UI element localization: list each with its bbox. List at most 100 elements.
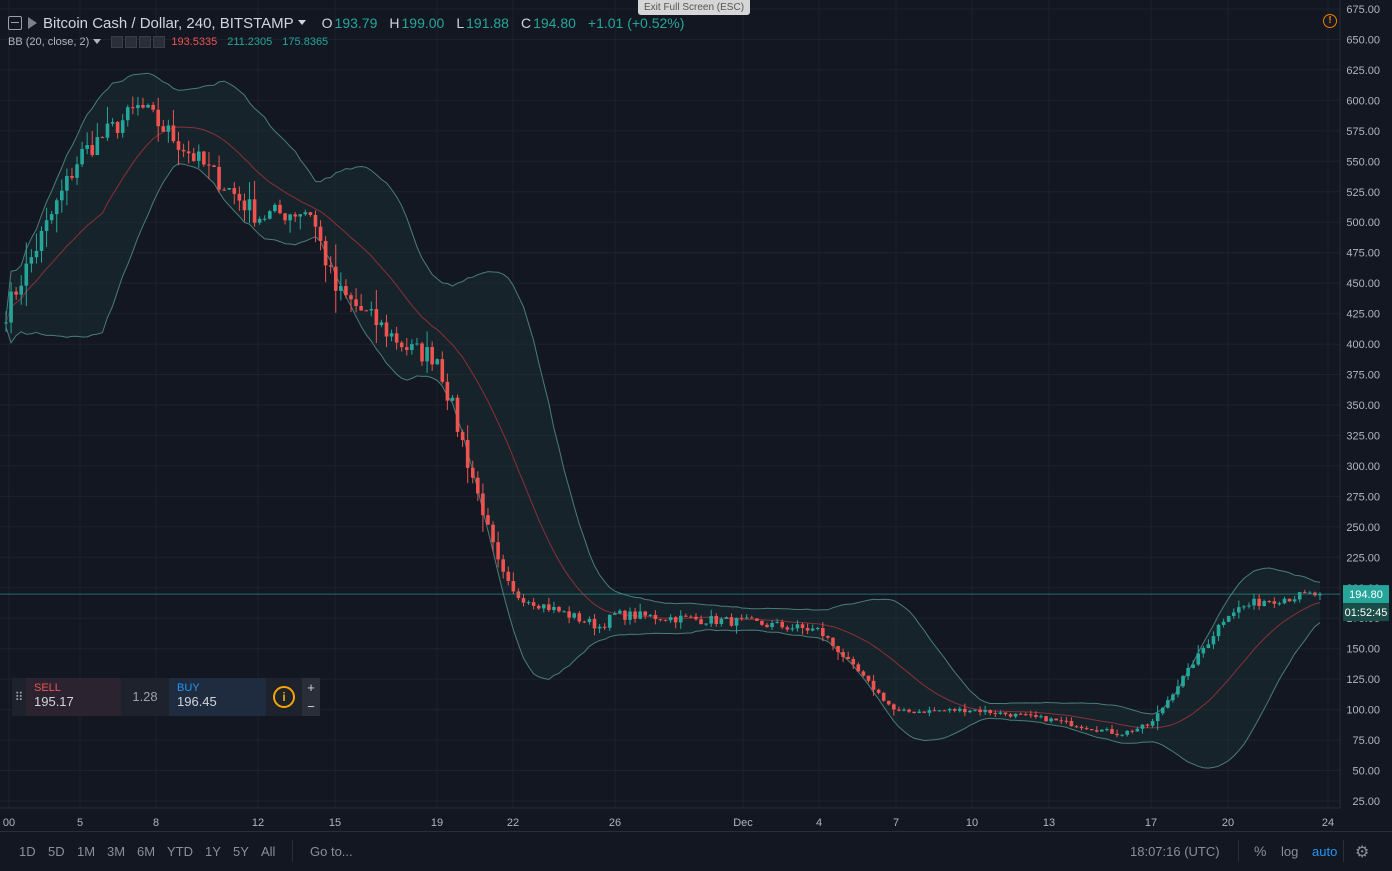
candle-body xyxy=(755,618,759,621)
decrease-button[interactable]: − xyxy=(307,699,315,714)
price-chart[interactable]: 675.00650.00625.00600.00575.00550.00525.… xyxy=(0,0,1392,831)
candle-body xyxy=(907,709,911,712)
drag-handle-icon[interactable]: ⠿ xyxy=(12,678,26,716)
candle-body xyxy=(1206,644,1211,648)
candle-body xyxy=(592,618,597,629)
chart-legend: Bitcoin Cash / Dollar, 240, BITSTAMP O 19… xyxy=(8,12,694,34)
timeframe-1d[interactable]: 1D xyxy=(19,844,36,859)
candle-body xyxy=(886,700,891,705)
candle-body xyxy=(861,671,866,676)
candle-body xyxy=(699,619,703,625)
price-tick-label: 150.00 xyxy=(1346,644,1380,656)
candle-body xyxy=(186,151,191,154)
candle-body xyxy=(1089,729,1094,731)
buy-button[interactable]: BUY 196.45 xyxy=(169,678,266,716)
timeframe-3m[interactable]: 3M xyxy=(107,844,126,859)
candle-body xyxy=(384,322,389,337)
candle-body xyxy=(404,347,409,350)
auto-scale-toggle[interactable]: auto xyxy=(1312,844,1338,859)
candle-body xyxy=(993,712,998,714)
timeframe-ytd[interactable]: YTD xyxy=(167,844,193,859)
candle-body xyxy=(105,123,110,138)
chevron-down-icon[interactable] xyxy=(297,19,306,25)
candle-body xyxy=(795,624,800,629)
timeframe-all[interactable]: All xyxy=(261,844,276,859)
candle-body xyxy=(425,347,429,362)
candle-body xyxy=(912,711,916,713)
close-value: 194.80 xyxy=(533,15,576,31)
candle-body xyxy=(790,628,795,630)
candle-body xyxy=(354,299,358,306)
eye-icon[interactable] xyxy=(111,36,124,48)
buy-price: 196.45 xyxy=(177,694,217,709)
candle-body xyxy=(547,604,551,611)
candle-body xyxy=(1049,718,1053,722)
time-tick-label: 15 xyxy=(329,817,341,829)
collapse-legend-icon[interactable] xyxy=(8,16,22,30)
timeframe-1y[interactable]: 1Y xyxy=(205,844,221,859)
more-icon[interactable] xyxy=(139,36,152,48)
price-tick-label: 575.00 xyxy=(1346,126,1380,138)
alert-icon[interactable]: ! xyxy=(1323,14,1337,28)
candle-body xyxy=(339,286,343,291)
candle-body xyxy=(1125,730,1130,735)
candle-body xyxy=(1287,598,1292,602)
log-scale-toggle[interactable]: log xyxy=(1281,844,1299,859)
gear-icon[interactable] xyxy=(125,36,138,48)
candle-body xyxy=(207,164,211,166)
candle-body xyxy=(1074,726,1079,728)
candle-body xyxy=(963,708,967,713)
candle-body xyxy=(668,617,673,621)
candle-body xyxy=(333,266,338,291)
timeframe-5y[interactable]: 5Y xyxy=(233,844,249,859)
candle-body xyxy=(775,621,779,623)
candle-body xyxy=(273,204,277,212)
price-tick-label: 25.00 xyxy=(1352,796,1380,808)
info-button[interactable]: i xyxy=(266,678,302,716)
symbol-title[interactable]: Bitcoin Cash / Dollar, 240, BITSTAMP xyxy=(43,14,294,32)
timeframe-1m[interactable]: 1M xyxy=(77,844,96,859)
candle-body xyxy=(613,613,617,615)
candle-body xyxy=(724,617,729,619)
bb-lower-value: 175.8365 xyxy=(282,36,329,48)
close-icon[interactable] xyxy=(153,36,166,48)
close-label: C xyxy=(520,15,532,31)
countdown-label: 01:52:45 xyxy=(1345,607,1388,619)
bb-label[interactable]: BB (20, close, 2) xyxy=(8,36,90,48)
countdown-tag xyxy=(1343,603,1389,622)
candle-body xyxy=(283,213,287,221)
percent-scale-toggle[interactable]: % xyxy=(1254,843,1267,859)
candle-body xyxy=(1297,592,1302,600)
candle-body xyxy=(968,710,972,713)
sell-button[interactable]: SELL 195.17 xyxy=(26,678,121,716)
price-tick-label: 75.00 xyxy=(1352,735,1380,747)
gear-icon[interactable]: ⚙ xyxy=(1355,844,1370,861)
candle-body xyxy=(80,148,84,165)
chevron-down-icon[interactable] xyxy=(93,39,102,44)
candle-body xyxy=(1018,713,1023,715)
bb-basis-line xyxy=(5,126,1321,729)
candle-body xyxy=(597,626,602,629)
flag-icon[interactable] xyxy=(28,17,37,29)
candle-body xyxy=(1130,730,1135,732)
candle-body xyxy=(450,397,455,401)
goto-button[interactable]: Go to... xyxy=(310,844,353,859)
candle-body xyxy=(1110,729,1114,734)
candle-body xyxy=(1237,607,1241,613)
quantity-stepper[interactable]: + − xyxy=(302,678,320,716)
increase-button[interactable]: + xyxy=(307,680,315,695)
sell-price: 195.17 xyxy=(34,694,74,709)
candle-body xyxy=(44,220,49,231)
price-tick-label: 450.00 xyxy=(1346,278,1380,290)
candle-body xyxy=(34,250,39,258)
candle-body xyxy=(684,615,688,617)
candle-body xyxy=(288,214,292,221)
timeframe-6m[interactable]: 6M xyxy=(137,844,156,859)
candle-body xyxy=(298,214,303,217)
utc-clock[interactable]: 18:07:16 (UTC) xyxy=(1130,844,1220,859)
candle-body xyxy=(237,193,242,201)
candle-body xyxy=(1252,598,1256,606)
candle-body xyxy=(1023,714,1028,716)
exit-fullscreen-hint[interactable]: Exit Full Screen (ESC) xyxy=(638,0,751,15)
timeframe-5d[interactable]: 5D xyxy=(48,844,65,859)
